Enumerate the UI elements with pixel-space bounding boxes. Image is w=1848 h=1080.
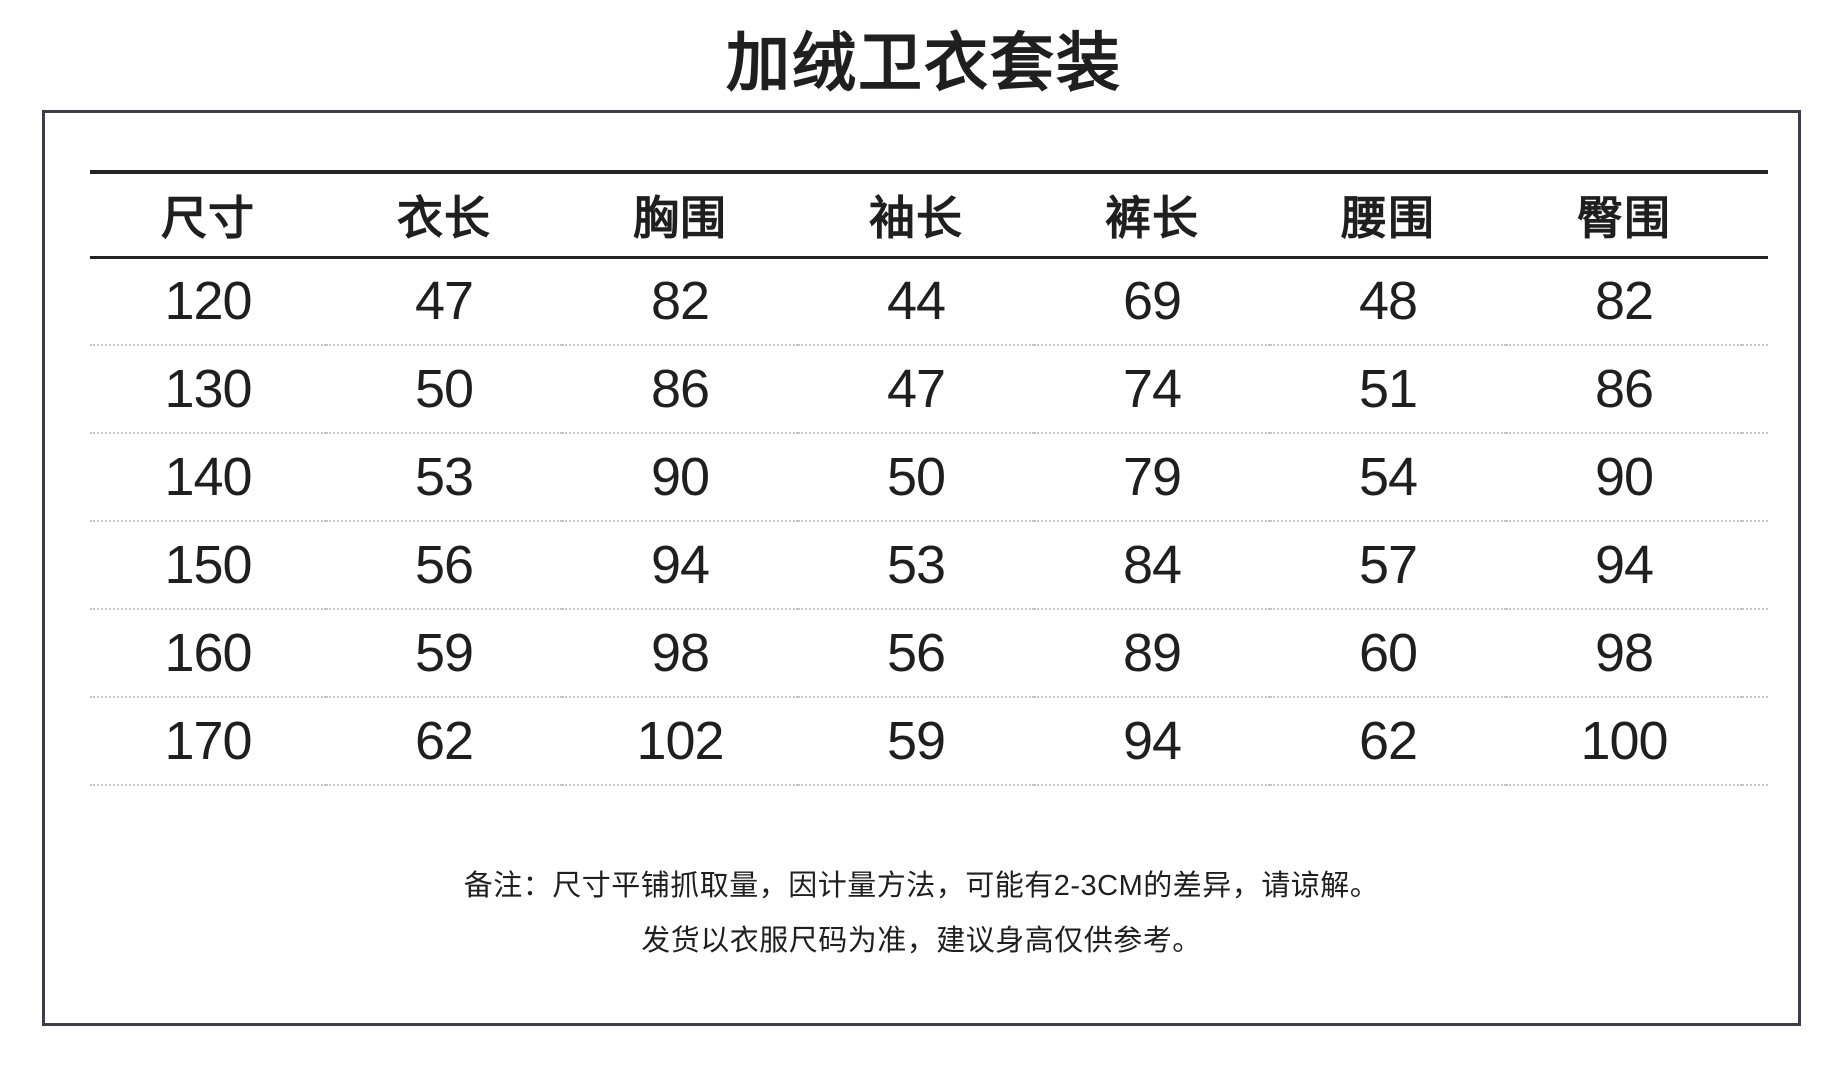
table-body: 120 47 82 44 69 48 82 130 50 86 47 74 51 86 140 53 90 50 7… — [90, 257, 1768, 786]
size-value-cell: 84 — [1034, 521, 1270, 610]
size-value-cell: 51 — [1270, 345, 1506, 434]
row-spacer — [1742, 257, 1768, 346]
size-value-cell: 50 — [326, 345, 562, 434]
size-value-cell: 74 — [1034, 345, 1270, 434]
size-value-cell: 48 — [1270, 257, 1506, 346]
table-row: 170 62 102 59 94 62 100 — [90, 697, 1768, 786]
size-value-cell: 79 — [1034, 433, 1270, 522]
size-value-cell: 59 — [798, 697, 1034, 786]
note-size-reference: 发货以衣服尺码为准，建议身高仅供参考。 — [641, 925, 1202, 957]
row-spacer — [1742, 697, 1768, 786]
size-table: 尺寸 衣长 胸围 袖长 裤长 腰围 臀围 120 47 82 44 69 48 82 130 50 86 47 7… — [90, 170, 1768, 786]
size-value-cell: 160 — [90, 609, 326, 698]
size-value-cell: 50 — [798, 433, 1034, 522]
size-value-cell: 82 — [562, 257, 798, 346]
column-header: 胸围 — [562, 170, 798, 259]
size-value-cell: 90 — [562, 433, 798, 522]
size-value-cell: 170 — [90, 697, 326, 786]
size-value-cell: 60 — [1270, 609, 1506, 698]
size-value-cell: 56 — [326, 521, 562, 610]
size-value-cell: 54 — [1270, 433, 1506, 522]
size-value-cell: 94 — [1034, 697, 1270, 786]
column-header: 腰围 — [1270, 170, 1506, 259]
size-value-cell: 56 — [798, 609, 1034, 698]
size-value-cell: 59 — [326, 609, 562, 698]
column-header: 袖长 — [798, 170, 1034, 259]
size-value-cell: 89 — [1034, 609, 1270, 698]
size-value-cell: 53 — [798, 521, 1034, 610]
table-row: 120 47 82 44 69 48 82 — [90, 257, 1768, 346]
size-value-cell: 98 — [562, 609, 798, 698]
size-value-cell: 69 — [1034, 257, 1270, 346]
table-row: 140 53 90 50 79 54 90 — [90, 433, 1768, 522]
size-value-cell: 62 — [326, 697, 562, 786]
column-header: 裤长 — [1034, 170, 1270, 259]
table-row: 130 50 86 47 74 51 86 — [90, 345, 1768, 434]
row-spacer — [1742, 433, 1768, 522]
size-value-cell: 86 — [562, 345, 798, 434]
size-value-cell: 120 — [90, 257, 326, 346]
column-header: 衣长 — [326, 170, 562, 259]
size-value-cell: 62 — [1270, 697, 1506, 786]
size-chart-panel: 尺寸 衣长 胸围 袖长 裤长 腰围 臀围 120 47 82 44 69 48 82 130 50 86 47 7… — [42, 110, 1801, 1026]
table-row: 160 59 98 56 89 60 98 — [90, 609, 1768, 698]
table-head: 尺寸 衣长 胸围 袖长 裤长 腰围 臀围 — [90, 170, 1768, 259]
column-header: 臀围 — [1506, 170, 1742, 259]
size-value-cell: 150 — [90, 521, 326, 610]
page-title: 加绒卫衣套装 — [726, 27, 1122, 99]
size-value-cell: 86 — [1506, 345, 1742, 434]
size-value-cell: 47 — [326, 257, 562, 346]
size-value-cell: 44 — [798, 257, 1034, 346]
table-row: 150 56 94 53 84 57 94 — [90, 521, 1768, 610]
size-value-cell: 130 — [90, 345, 326, 434]
size-value-cell: 47 — [798, 345, 1034, 434]
header-spacer — [1742, 170, 1768, 259]
note-measurement-tolerance: 备注：尺寸平铺抓取量，因计量方法，可能有2-3CM的差异，请谅解。 — [463, 870, 1380, 902]
size-value-cell: 94 — [562, 521, 798, 610]
table-header-row: 尺寸 衣长 胸围 袖长 裤长 腰围 臀围 — [90, 170, 1768, 259]
row-spacer — [1742, 345, 1768, 434]
size-value-cell: 82 — [1506, 257, 1742, 346]
size-value-cell: 94 — [1506, 521, 1742, 610]
size-value-cell: 100 — [1506, 697, 1742, 786]
size-value-cell: 102 — [562, 697, 798, 786]
size-value-cell: 140 — [90, 433, 326, 522]
size-value-cell: 90 — [1506, 433, 1742, 522]
size-value-cell: 57 — [1270, 521, 1506, 610]
row-spacer — [1742, 521, 1768, 610]
column-header: 尺寸 — [90, 170, 326, 259]
size-value-cell: 98 — [1506, 609, 1742, 698]
row-spacer — [1742, 609, 1768, 698]
size-value-cell: 53 — [326, 433, 562, 522]
